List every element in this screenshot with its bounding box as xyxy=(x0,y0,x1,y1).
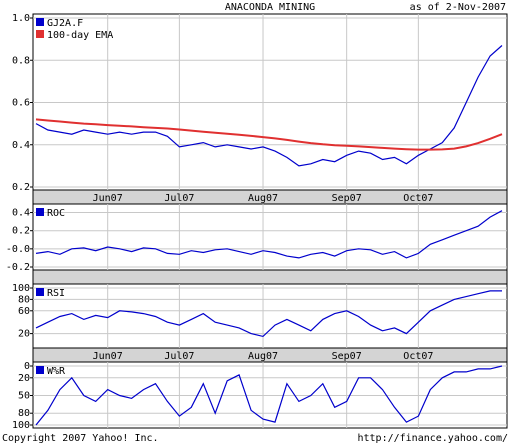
legend-swatch xyxy=(36,288,44,296)
legend-label: 100-day EMA xyxy=(47,30,113,41)
x-tick-label: Oct07 xyxy=(403,351,433,362)
y-tick-label: 50 xyxy=(18,391,30,402)
legend-swatch xyxy=(36,18,44,26)
plot-area xyxy=(32,203,508,271)
date-band xyxy=(32,269,508,285)
legend-label: GJ2A.F xyxy=(47,18,83,29)
series-line xyxy=(35,45,503,167)
y-tick-label: 0.6 xyxy=(12,98,30,109)
y-tick-label: 0.4 xyxy=(12,208,30,219)
y-tick-label: 80 xyxy=(18,408,30,419)
legend-label: ROC xyxy=(47,208,65,219)
source-url: http://finance.yahoo.com/ xyxy=(357,433,508,444)
chart-subtitle: as of 2-Nov-2007 xyxy=(410,2,506,13)
y-tick-label: 0.4 xyxy=(12,140,30,151)
y-tick-label: 100 xyxy=(12,283,30,294)
legend-swatch xyxy=(36,208,44,216)
series-line xyxy=(35,118,503,151)
x-tick-label: Jun07 xyxy=(93,351,123,362)
x-tick-label: Jul07 xyxy=(164,351,194,362)
y-tick-label: 60 xyxy=(18,306,30,317)
y-tick-label: 80 xyxy=(18,294,30,305)
y-tick-label: 0.8 xyxy=(12,55,30,66)
y-tick-label: 0.2 xyxy=(12,182,30,193)
y-tick-label: -0.0 xyxy=(6,244,30,255)
x-tick-label: Sep07 xyxy=(332,351,362,362)
y-tick-label: 0 xyxy=(24,361,30,372)
legend-label: W%R xyxy=(47,366,66,377)
series-line xyxy=(35,210,503,259)
series-line xyxy=(35,365,503,426)
y-tick-label: 1.0 xyxy=(12,13,30,24)
x-tick-label: Oct07 xyxy=(403,193,433,204)
y-tick-label: -0.2 xyxy=(6,262,30,273)
x-tick-label: Jul07 xyxy=(164,193,194,204)
y-tick-label: 0.2 xyxy=(12,226,30,237)
series-line xyxy=(35,290,502,338)
x-tick-label: Sep07 xyxy=(332,193,362,204)
legend-swatch xyxy=(36,30,44,38)
copyright: Copyright 2007 Yahoo! Inc. xyxy=(2,433,159,444)
x-tick-label: Aug07 xyxy=(248,193,278,204)
legend-swatch xyxy=(36,366,44,374)
y-tick-label: 20 xyxy=(18,373,30,384)
y-tick-label: 100 xyxy=(12,420,30,431)
chart-title: ANACONDA MINING xyxy=(225,2,315,13)
y-tick-label: 20 xyxy=(18,329,30,340)
plot-area xyxy=(32,283,508,349)
legend-label: RSI xyxy=(47,288,65,299)
x-tick-label: Aug07 xyxy=(248,351,278,362)
x-tick-label: Jun07 xyxy=(93,193,123,204)
